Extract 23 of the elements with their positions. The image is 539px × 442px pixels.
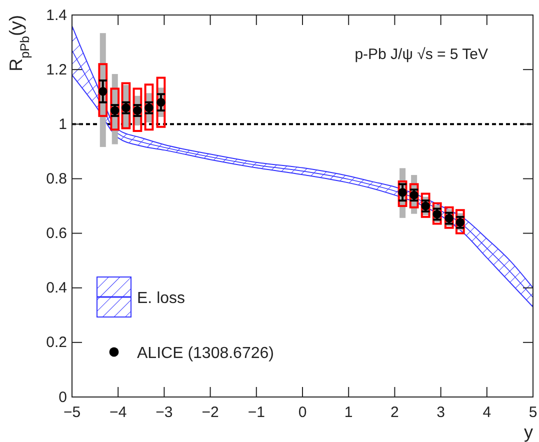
x-tick-label: −5 xyxy=(63,404,81,421)
x-tick-label: 4 xyxy=(482,404,492,421)
x-tick-label: 2 xyxy=(390,404,399,421)
x-tick-label: 3 xyxy=(436,404,445,421)
x-axis-title: y xyxy=(524,422,533,442)
y-tick-label: 1 xyxy=(58,116,67,133)
y-tick-label: 0 xyxy=(58,388,67,406)
x-tick-label: 0 xyxy=(298,404,307,421)
legend-label: E. loss xyxy=(137,290,186,307)
x-tick-label: −2 xyxy=(202,404,219,421)
y-tick-label: 1.4 xyxy=(46,6,67,24)
y-tick-label: 0.4 xyxy=(46,280,67,297)
y-tick-label: 0.8 xyxy=(46,170,67,188)
x-tick-label: 5 xyxy=(528,404,538,421)
x-tick-label: −3 xyxy=(156,404,173,421)
x-tick-label: −4 xyxy=(110,404,127,421)
annotation: p-Pb J/ψ √s = 5 TeV xyxy=(354,46,488,63)
x-tick-label: 1 xyxy=(344,404,353,421)
y-tick-label: 0.6 xyxy=(46,225,67,242)
y-tick-label: 1.2 xyxy=(46,61,67,78)
y-tick-label: 0.2 xyxy=(46,334,67,352)
x-tick-label: −1 xyxy=(248,404,265,421)
legend-label: ALICE (1308.6726) xyxy=(137,345,274,362)
